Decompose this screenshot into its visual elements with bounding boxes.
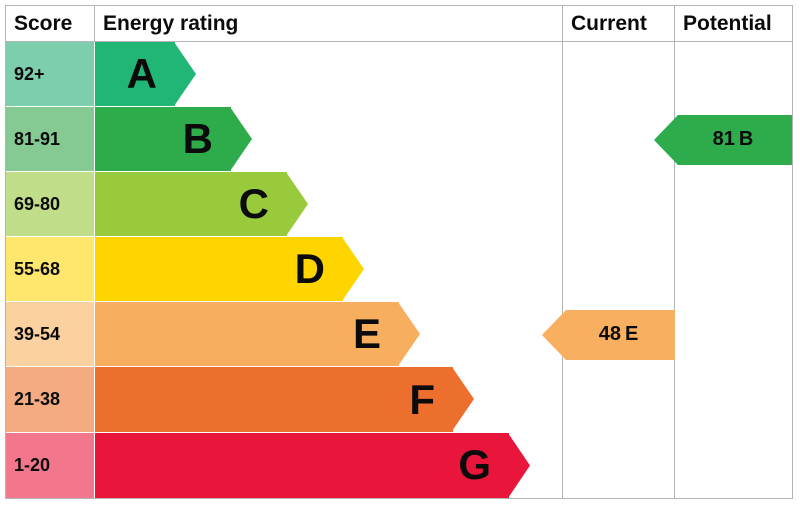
rating-bar-a: A <box>95 42 175 106</box>
rating-bar-g: G <box>95 433 509 498</box>
rating-letter: E <box>353 310 381 358</box>
pointer-label: 81 B <box>678 115 792 165</box>
header-row: Score Energy rating Current Potential <box>6 6 792 42</box>
score-cell: 92+ <box>6 42 94 107</box>
rating-row: E <box>95 302 562 367</box>
rating-letter: C <box>239 180 269 228</box>
rating-bar-b: B <box>95 107 231 171</box>
score-column: 92+81-9169-8055-6839-5421-381-20 <box>6 42 95 498</box>
bar-notch-icon <box>230 107 252 171</box>
bars-column: ABCDEFG <box>95 42 563 498</box>
pointer-arrow-icon <box>542 310 566 360</box>
score-cell: 81-91 <box>6 107 94 172</box>
bar-notch-icon <box>508 433 530 498</box>
rating-letter: G <box>458 441 491 489</box>
rating-bar-f: F <box>95 367 453 431</box>
header-potential: Potential <box>675 6 792 41</box>
potential-column: 81 B <box>675 42 792 498</box>
rating-pointer: 81 B <box>654 115 792 165</box>
rating-letter: D <box>295 245 325 293</box>
bar-notch-icon <box>286 172 308 236</box>
header-rating: Energy rating <box>95 6 563 41</box>
header-score: Score <box>6 6 95 41</box>
bar-notch-icon <box>174 42 196 106</box>
epc-chart: Score Energy rating Current Potential 92… <box>5 5 793 499</box>
rating-row: C <box>95 172 562 237</box>
rating-row: A <box>95 42 562 107</box>
rating-row: D <box>95 237 562 302</box>
pointer-label: 48 E <box>566 310 675 360</box>
rating-bar-c: C <box>95 172 287 236</box>
score-cell: 1-20 <box>6 433 94 498</box>
rating-bar-e: E <box>95 302 399 366</box>
rating-row: B <box>95 107 562 172</box>
chart-body: 92+81-9169-8055-6839-5421-381-20 ABCDEFG… <box>6 42 792 498</box>
bar-notch-icon <box>398 302 420 366</box>
rating-row: G <box>95 433 562 498</box>
bar-notch-icon <box>452 367 474 431</box>
rating-row: F <box>95 367 562 432</box>
current-column: 48 E <box>563 42 675 498</box>
score-cell: 55-68 <box>6 237 94 302</box>
score-cell: 21-38 <box>6 367 94 432</box>
rating-letter: A <box>127 50 157 98</box>
header-current: Current <box>563 6 675 41</box>
rating-pointer: 48 E <box>542 310 675 360</box>
rating-bar-d: D <box>95 237 343 301</box>
score-cell: 39-54 <box>6 302 94 367</box>
pointer-arrow-icon <box>654 115 678 165</box>
rating-letter: B <box>183 115 213 163</box>
score-cell: 69-80 <box>6 172 94 237</box>
rating-letter: F <box>409 376 435 424</box>
bar-notch-icon <box>342 237 364 301</box>
